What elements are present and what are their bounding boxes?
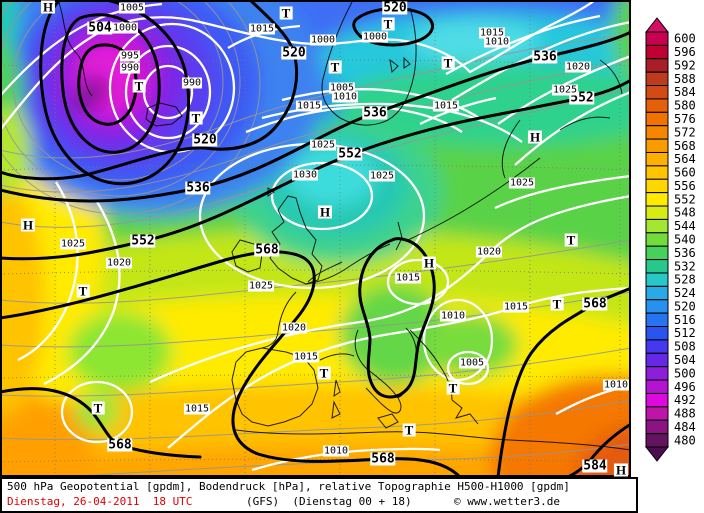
colorbar-step	[646, 327, 668, 340]
colorbar-tick-label: 588	[674, 72, 696, 86]
colorbar-tick-label: 496	[674, 380, 696, 394]
colorbar-panel: 6005965925885845805765725685645605565525…	[638, 0, 704, 477]
colorbar-step	[646, 166, 668, 179]
colorbar-step	[646, 246, 668, 259]
colorbar-step	[646, 273, 668, 286]
colorbar-step	[646, 99, 668, 112]
colorbar-step	[646, 72, 668, 85]
colorbar-tick-label: 580	[674, 99, 696, 113]
caption-box: 500 hPa Geopotential [gpdm], Bodendruck …	[0, 477, 638, 513]
colorbar-tick-label: 508	[674, 340, 696, 354]
colorbar-tick-label: 500	[674, 366, 696, 380]
colorbar-step	[646, 86, 668, 99]
colorbar-tick-label: 516	[674, 313, 696, 327]
colorbar-tick-label: 524	[674, 286, 696, 300]
colorbar-step	[646, 193, 668, 206]
colorbar-tick-label: 520	[674, 299, 696, 313]
colorbar-step	[646, 112, 668, 125]
colorbar-tick-label: 536	[674, 246, 696, 260]
caption-credit: © www.wetter3.de	[454, 495, 560, 508]
caption-model-info: (GFS) (Dienstag 00 + 18)	[246, 495, 412, 508]
colorbar-step	[646, 353, 668, 366]
colorbar-step	[646, 233, 668, 246]
colorbar-step	[646, 434, 668, 447]
colorbar-tick-label: 584	[674, 85, 696, 99]
colorbar-arrow-bottom	[646, 447, 668, 461]
colorbar-tick-label: 552	[674, 192, 696, 206]
colorbar-step	[646, 126, 668, 139]
colorbar-tick-label: 488	[674, 407, 696, 421]
colorbar-tick-label: 572	[674, 125, 696, 139]
colorbar-step	[646, 420, 668, 433]
colorbar-step	[646, 59, 668, 72]
colorbar-step	[646, 340, 668, 353]
caption-title: 500 hPa Geopotential [gpdm], Bodendruck …	[7, 480, 570, 493]
colorbar-step	[646, 380, 668, 393]
colorbar-step	[646, 393, 668, 406]
colorbar-step	[646, 32, 668, 45]
colorbar-tick-label: 556	[674, 179, 696, 193]
colorbar-tick-label: 492	[674, 393, 696, 407]
colorbar-tick-label: 600	[674, 32, 696, 46]
colorbar-tick-label: 528	[674, 273, 696, 287]
colorbar-step	[646, 219, 668, 232]
colorbar-tick-label: 532	[674, 259, 696, 273]
colorbar-tick-label: 484	[674, 420, 696, 434]
colorbar: 6005965925885845805765725685645605565525…	[638, 0, 704, 477]
colorbar-step	[646, 286, 668, 299]
colorbar-tick-label: 548	[674, 206, 696, 220]
colorbar-step	[646, 300, 668, 313]
colorbar-tick-label: 576	[674, 112, 696, 126]
colorbar-step	[646, 206, 668, 219]
colorbar-step	[646, 260, 668, 273]
colorbar-step	[646, 179, 668, 192]
colorbar-tick-label: 560	[674, 166, 696, 180]
colorbar-step	[646, 313, 668, 326]
colorbar-tick-label: 480	[674, 433, 696, 447]
colorbar-arrow-top	[646, 18, 668, 32]
colorbar-step	[646, 367, 668, 380]
colorbar-step	[646, 152, 668, 165]
topography-color-field	[0, 0, 631, 477]
colorbar-tick-label: 596	[674, 45, 696, 59]
map-frame: 5045205205205365365365525525525685685685…	[0, 0, 631, 477]
colorbar-tick-label: 568	[674, 139, 696, 153]
weather-map	[0, 0, 631, 477]
colorbar-tick-label: 592	[674, 58, 696, 72]
colorbar-tick-label: 564	[674, 152, 696, 166]
caption-datetime: Dienstag, 26-04-2011 18 UTC	[7, 495, 192, 508]
colorbar-step	[646, 407, 668, 420]
colorbar-tick-label: 504	[674, 353, 696, 367]
weather-map-screen: 5045205205205365365365525525525685685685…	[0, 0, 704, 513]
colorbar-tick-label: 544	[674, 219, 696, 233]
colorbar-step	[646, 45, 668, 58]
colorbar-step	[646, 139, 668, 152]
colorbar-tick-label: 512	[674, 326, 696, 340]
colorbar-tick-label: 540	[674, 233, 696, 247]
